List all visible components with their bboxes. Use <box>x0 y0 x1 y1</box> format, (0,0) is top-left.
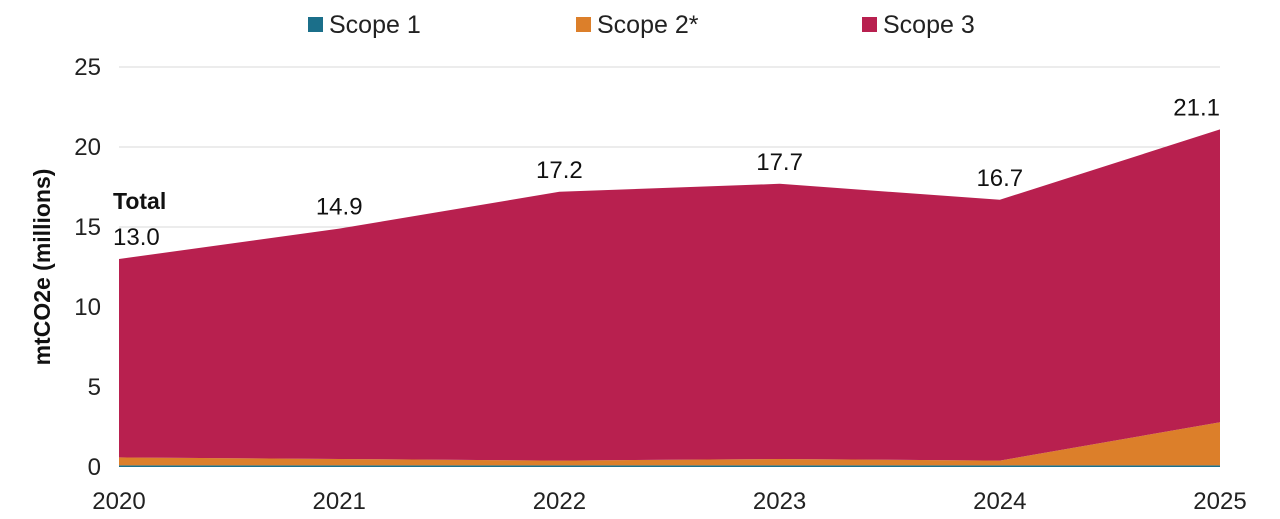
stacked-areas <box>119 129 1220 467</box>
total-value-label: 14.9 <box>316 194 363 221</box>
x-axis-ticks: 2020 2021 2022 2023 2024 2025 <box>92 488 1246 515</box>
total-value-label: 17.7 <box>756 149 803 176</box>
x-tick-label: 2025 <box>1193 488 1246 515</box>
x-tick-label: 2022 <box>533 488 586 515</box>
area-scope-2 <box>119 422 1220 466</box>
y-tick-label: 5 <box>88 374 101 401</box>
legend-item: Scope 1 <box>308 11 421 39</box>
legend-label: Scope 3 <box>883 11 975 39</box>
y-tick-label: 0 <box>88 454 101 481</box>
x-tick-label: 2023 <box>753 488 806 515</box>
y-tick-label: 15 <box>74 214 101 241</box>
legend-item: Scope 2* <box>576 11 699 39</box>
legend: Scope 1 Scope 2* Scope 3 <box>308 11 975 39</box>
legend-label: Scope 1 <box>329 11 421 39</box>
total-value-labels: 13.0 14.9 17.2 17.7 16.7 21.1 <box>113 94 1220 251</box>
y-tick-label: 25 <box>74 54 101 81</box>
y-tick-label: 10 <box>74 294 101 321</box>
legend-swatch <box>576 17 591 32</box>
y-axis-ticks: 0 5 10 15 20 25 <box>74 54 101 481</box>
y-tick-label: 20 <box>74 134 101 161</box>
total-value-label: 17.2 <box>536 157 583 184</box>
x-tick-label: 2021 <box>313 488 366 515</box>
area-scope-3 <box>119 129 1220 461</box>
y-axis-label: mtCO2e (millions) <box>29 169 55 366</box>
legend-swatch <box>862 17 877 32</box>
legend-swatch <box>308 17 323 32</box>
total-value-label: 21.1 <box>1173 94 1220 121</box>
area-scope-1 <box>119 465 1220 467</box>
x-tick-label: 2020 <box>92 488 145 515</box>
x-tick-label: 2024 <box>973 488 1026 515</box>
total-value-label: 16.7 <box>976 165 1023 192</box>
legend-label: Scope 2* <box>597 11 699 39</box>
total-value-label: 13.0 <box>113 224 160 251</box>
legend-item: Scope 3 <box>862 11 975 39</box>
total-label: Total <box>113 188 166 214</box>
